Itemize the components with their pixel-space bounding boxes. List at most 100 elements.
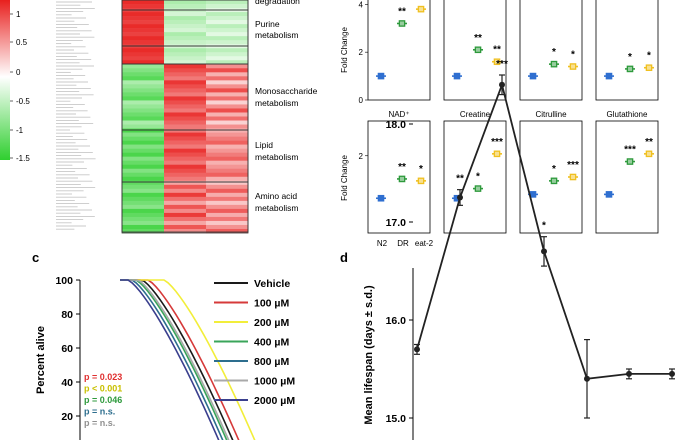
fold-point-highlight [628,66,632,71]
fold-star: * [419,164,423,175]
fold-xtick-label: DR [397,239,409,248]
heatmap-cell [164,96,207,101]
heatmap-cell [122,208,165,214]
heatmap-cell [164,124,207,129]
heatmap-cell [122,212,165,218]
panel-d-ytick-label: 15.0 [386,413,407,425]
heatmap-cell [164,88,207,93]
fold-ylabel: Fold Change [340,155,349,201]
fold-point [605,191,613,198]
heatmap-cell [122,80,165,85]
heatmap-cell [206,172,249,178]
heatmap-cell [122,200,165,206]
fold-point-highlight [400,21,404,26]
heatmap-cell [164,0,207,5]
heatmap-cell [164,156,207,161]
heatmap-cell [206,28,249,33]
panel-c-letter: c [32,250,39,265]
heatmap-cell [206,104,249,109]
group-label: Lipid [255,140,273,150]
fold-panel-frame [595,0,659,101]
heatmap-cell [164,56,207,61]
panel-c-ytick-label: 40 [61,377,73,389]
heatmap-cell [164,80,207,85]
heatmap-cell [206,4,249,9]
heatmap-cell [122,52,165,57]
heatmap-cell [122,12,165,17]
lifespan-point [499,81,505,88]
group-label: metabolism [255,98,298,108]
heatmap-cell [206,140,249,145]
heatmap-cell [122,76,165,81]
legend-label: 200 µM [254,317,289,329]
heatmap-cell [122,176,165,182]
heatmap-cell [206,48,249,53]
heatmap-cell [122,156,165,161]
fold-panel-frame [443,120,507,234]
heatmap-cell [122,36,165,41]
colorbar-tick-label: 1 [16,10,21,19]
colorbar [0,0,10,160]
heatmap-cell [206,20,249,25]
heatmap-cell [122,144,165,149]
panel-c-ytick-label: 100 [55,275,73,287]
survival-curve [120,279,234,440]
heatmap-cell [164,68,207,73]
legend-label: Vehicle [254,278,290,290]
heatmap-cell [206,196,249,202]
heatmap-cell [206,204,249,210]
lifespan-line [416,81,672,380]
fold-star: * [647,51,651,62]
fold-panel-frame [519,120,583,234]
fold-point [529,72,537,80]
survival-curve [120,279,228,440]
fold-star: * [476,172,480,183]
colorbar-tick-label: -1.5 [16,154,30,163]
lifespan-point [457,194,463,201]
heatmap-cell [122,68,165,73]
heatmap-cell [122,40,165,45]
heatmap-cell [164,208,207,214]
fold-star: * [552,47,556,58]
heatmap-cell [122,24,165,29]
heatmap-cell [206,188,249,194]
heatmap-cell [122,48,165,53]
heatmap-cell [164,36,207,41]
fold-star: *** [567,160,579,171]
heatmap-cell [164,28,207,33]
fold-point-highlight [552,62,556,67]
heatmap-cell [164,172,207,178]
heatmap-cell [122,168,165,174]
heatmap-cell [164,220,207,226]
heatmap-cell [122,100,165,105]
p-value: p = 0.046 [84,395,122,405]
fold-panel-title: Citrulline [535,110,567,119]
heatmap-cell [206,32,249,37]
lifespan-point [541,248,547,255]
heatmap-cell [206,88,249,93]
heatmap-cell [164,180,207,186]
heatmap-cell [164,112,207,117]
fold-star: *** [491,137,503,148]
fold-xtick-label: N2 [377,239,388,248]
survival-curve [120,279,220,440]
heatmap-cell [164,24,207,29]
fold-point [377,72,385,80]
heatmap-cell [206,92,249,97]
fold-star: * [552,164,556,175]
lifespan-star: ** [456,174,464,185]
group-label: Amino acid [255,191,297,201]
p-value: p = 0.023 [84,372,122,382]
heatmap-cell [122,64,165,69]
fold-star: ** [645,137,653,148]
heatmap-cell [122,148,165,153]
fold-point [605,72,613,80]
heatmap-cell [122,56,165,61]
heatmap-cell [122,60,165,65]
heatmap-cell [206,24,249,29]
fold-point-highlight [476,186,480,191]
fold-xtick-label: eat-2 [415,239,434,248]
heatmap-cell [206,200,249,206]
lifespan-point [414,346,420,353]
heatmap-cell [206,68,249,73]
